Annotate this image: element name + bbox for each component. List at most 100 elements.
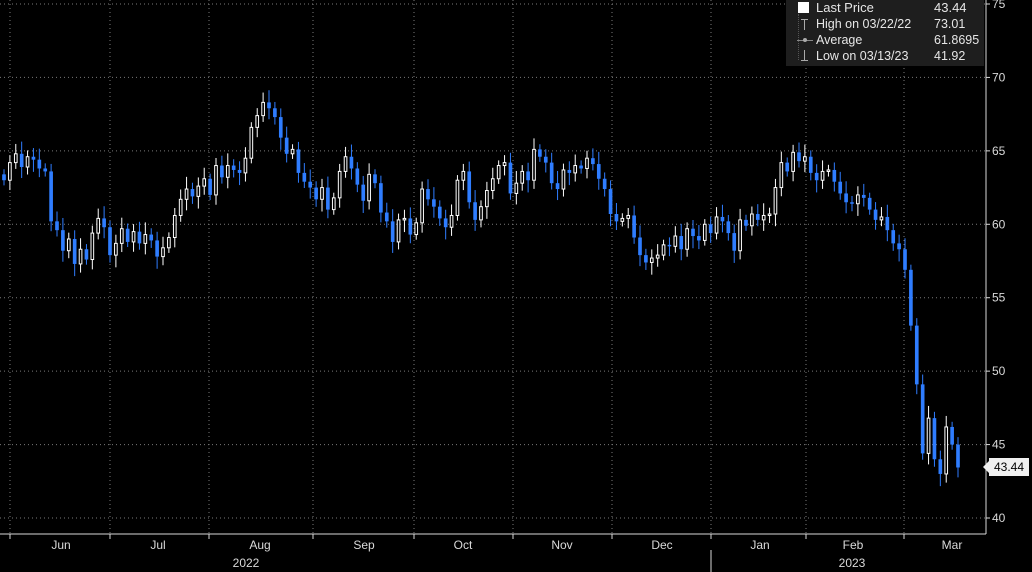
candle (797, 142, 801, 168)
candle (626, 207, 631, 229)
candle (196, 177, 201, 209)
candle-body (461, 170, 466, 181)
candle (402, 209, 407, 233)
candle-body (490, 178, 495, 192)
candle (632, 205, 636, 244)
candle-body (773, 187, 778, 215)
candle-body (302, 172, 307, 182)
candle-body (596, 164, 601, 179)
y-tick-label: 55 (992, 291, 1006, 305)
y-tick-label: 75 (992, 0, 1006, 11)
candle-body (308, 181, 313, 188)
candle (72, 230, 77, 277)
candle-body (549, 162, 554, 184)
candle-body (508, 162, 513, 194)
candle (885, 204, 890, 242)
candle (278, 108, 283, 150)
candle-body (190, 189, 195, 197)
candle-body (143, 234, 148, 244)
candle-body (767, 213, 772, 217)
candle (573, 154, 578, 182)
candle (697, 225, 701, 250)
candle-body (125, 228, 130, 242)
candle (738, 208, 742, 260)
candle (78, 238, 83, 273)
candle (320, 178, 324, 212)
candle-body (137, 231, 142, 244)
candle (679, 223, 684, 261)
candle (667, 237, 672, 257)
candle (396, 213, 401, 250)
candle (455, 175, 460, 221)
candle-body (149, 234, 154, 241)
candle (638, 225, 642, 267)
candle-body (355, 168, 360, 185)
candle-body (455, 179, 460, 216)
candle (243, 147, 248, 182)
candle (225, 153, 230, 189)
candle (167, 232, 171, 253)
high-marker-icon (796, 16, 816, 32)
candle (514, 170, 519, 205)
candle-body (909, 269, 913, 326)
candle (231, 159, 236, 178)
candle-body (443, 218, 448, 228)
candle (13, 143, 18, 169)
candle (178, 189, 183, 222)
candle-body (90, 232, 95, 261)
y-tick-label: 45 (992, 438, 1006, 452)
legend-box: Last Price 43.44 High on 03/22/22 73.01 … (786, 0, 984, 66)
candle (432, 187, 436, 218)
candle-body (950, 426, 954, 445)
candle (596, 151, 601, 190)
candle-body (290, 148, 295, 155)
candle (161, 236, 165, 266)
candle-body (791, 151, 795, 172)
candle-body (720, 216, 725, 222)
candle-body (532, 148, 536, 181)
candle-body (891, 230, 896, 244)
candle (655, 244, 660, 267)
candle-body (155, 240, 159, 257)
candle-body (850, 202, 854, 204)
candle (920, 374, 925, 460)
candle-body (814, 172, 819, 181)
candle-body (744, 219, 748, 226)
candle-body (561, 169, 566, 190)
candle-body (479, 206, 483, 221)
candle (220, 155, 224, 184)
candle (720, 204, 725, 233)
candle (661, 239, 666, 261)
candle (190, 182, 195, 204)
candle (485, 181, 489, 219)
candle (950, 421, 954, 450)
candle (508, 152, 513, 200)
candle-body (43, 168, 48, 172)
candle (202, 167, 207, 195)
candle-body (31, 156, 36, 160)
candle (314, 181, 318, 207)
legend-last-label: Last Price (816, 0, 874, 15)
candle-body (956, 444, 960, 468)
candle-body (220, 165, 224, 178)
candle-body (543, 156, 548, 163)
candle-body (326, 187, 330, 210)
candle (479, 200, 483, 228)
candle-body (225, 165, 230, 178)
candle (237, 161, 242, 186)
candle (561, 163, 566, 197)
candle (750, 206, 754, 236)
candle (773, 178, 778, 227)
candle-body (761, 214, 766, 221)
candle-body (96, 217, 101, 234)
candle (420, 181, 424, 233)
candle (355, 162, 360, 193)
candle-body (750, 213, 754, 227)
candle (555, 170, 560, 201)
candle (379, 175, 383, 223)
candle-body (367, 173, 371, 202)
candle-body (926, 417, 931, 454)
candle-body (685, 228, 689, 250)
candle-body (591, 158, 595, 165)
